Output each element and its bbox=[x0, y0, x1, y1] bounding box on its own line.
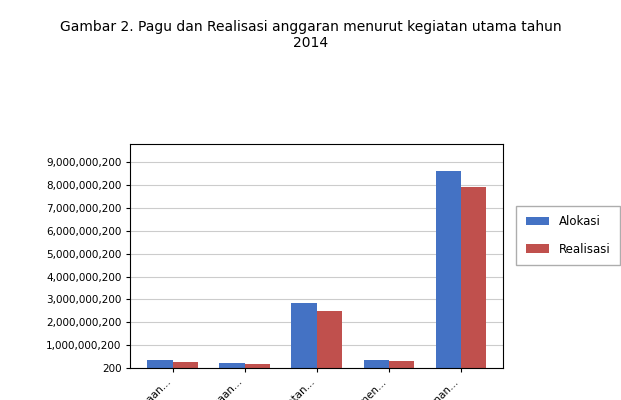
Bar bbox=[389, 361, 414, 368]
Bar bbox=[461, 188, 486, 368]
Bar bbox=[245, 364, 270, 368]
Bar bbox=[435, 172, 461, 368]
Text: Gambar 2. Pagu dan Realisasi anggaran menurut kegiatan utama tahun
2014: Gambar 2. Pagu dan Realisasi anggaran me… bbox=[60, 20, 561, 50]
Bar bbox=[173, 362, 198, 368]
Legend: Alokasi, Realisasi: Alokasi, Realisasi bbox=[517, 206, 620, 265]
Bar bbox=[317, 311, 342, 368]
Bar bbox=[291, 303, 317, 368]
Bar bbox=[219, 363, 245, 368]
Bar bbox=[363, 360, 389, 368]
Bar bbox=[147, 360, 173, 368]
